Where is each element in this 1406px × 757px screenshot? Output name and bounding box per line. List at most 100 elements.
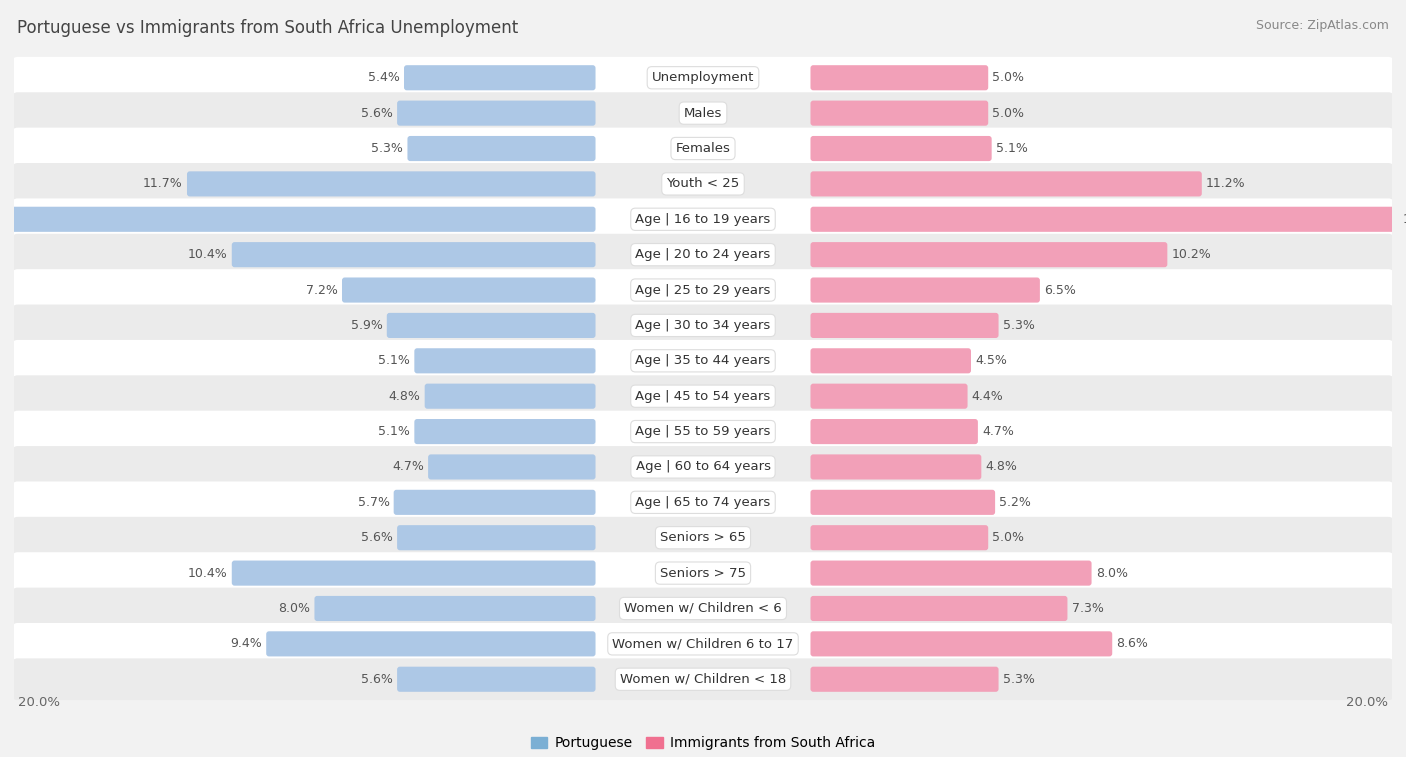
FancyBboxPatch shape [810, 136, 991, 161]
FancyBboxPatch shape [266, 631, 596, 656]
Text: Women w/ Children < 6: Women w/ Children < 6 [624, 602, 782, 615]
Text: Age | 35 to 44 years: Age | 35 to 44 years [636, 354, 770, 367]
Text: 5.1%: 5.1% [378, 425, 411, 438]
Text: 7.2%: 7.2% [307, 284, 337, 297]
Text: 20.0%: 20.0% [17, 696, 59, 709]
FancyBboxPatch shape [415, 419, 596, 444]
Text: 16.9%: 16.9% [1402, 213, 1406, 226]
FancyBboxPatch shape [810, 560, 1091, 586]
Text: 5.0%: 5.0% [993, 107, 1025, 120]
Text: 5.3%: 5.3% [1002, 319, 1035, 332]
FancyBboxPatch shape [810, 631, 1112, 656]
FancyBboxPatch shape [810, 419, 979, 444]
Text: 10.4%: 10.4% [188, 248, 228, 261]
FancyBboxPatch shape [13, 269, 1393, 311]
Text: Age | 65 to 74 years: Age | 65 to 74 years [636, 496, 770, 509]
Text: 5.6%: 5.6% [361, 673, 392, 686]
FancyBboxPatch shape [13, 92, 1393, 134]
Text: 11.7%: 11.7% [143, 177, 183, 191]
Text: 8.6%: 8.6% [1116, 637, 1149, 650]
FancyBboxPatch shape [13, 659, 1393, 700]
FancyBboxPatch shape [13, 128, 1393, 170]
Text: 5.9%: 5.9% [350, 319, 382, 332]
FancyBboxPatch shape [810, 313, 998, 338]
Text: 11.2%: 11.2% [1206, 177, 1246, 191]
Text: Age | 30 to 34 years: Age | 30 to 34 years [636, 319, 770, 332]
FancyBboxPatch shape [13, 446, 1393, 488]
Text: Seniors > 75: Seniors > 75 [659, 566, 747, 580]
FancyBboxPatch shape [232, 242, 596, 267]
Text: 4.7%: 4.7% [392, 460, 425, 473]
FancyBboxPatch shape [187, 171, 596, 197]
FancyBboxPatch shape [427, 454, 596, 479]
Text: Age | 45 to 54 years: Age | 45 to 54 years [636, 390, 770, 403]
FancyBboxPatch shape [408, 136, 596, 161]
Text: 6.5%: 6.5% [1045, 284, 1076, 297]
FancyBboxPatch shape [810, 348, 972, 373]
Text: 5.7%: 5.7% [357, 496, 389, 509]
Text: 20.0%: 20.0% [1347, 696, 1389, 709]
FancyBboxPatch shape [13, 623, 1393, 665]
FancyBboxPatch shape [810, 171, 1202, 197]
FancyBboxPatch shape [13, 340, 1393, 382]
Text: 8.0%: 8.0% [278, 602, 311, 615]
Text: 5.1%: 5.1% [995, 142, 1028, 155]
FancyBboxPatch shape [13, 552, 1393, 594]
FancyBboxPatch shape [415, 348, 596, 373]
Text: 5.6%: 5.6% [361, 107, 392, 120]
Text: Females: Females [675, 142, 731, 155]
Text: 7.3%: 7.3% [1071, 602, 1104, 615]
FancyBboxPatch shape [404, 65, 596, 90]
FancyBboxPatch shape [387, 313, 596, 338]
FancyBboxPatch shape [13, 587, 1393, 629]
Text: Seniors > 65: Seniors > 65 [659, 531, 747, 544]
Text: Age | 20 to 24 years: Age | 20 to 24 years [636, 248, 770, 261]
FancyBboxPatch shape [810, 490, 995, 515]
FancyBboxPatch shape [810, 384, 967, 409]
FancyBboxPatch shape [810, 207, 1398, 232]
FancyBboxPatch shape [810, 65, 988, 90]
Text: 10.2%: 10.2% [1171, 248, 1211, 261]
FancyBboxPatch shape [315, 596, 596, 621]
FancyBboxPatch shape [13, 234, 1393, 276]
Text: 4.7%: 4.7% [981, 425, 1014, 438]
FancyBboxPatch shape [810, 667, 998, 692]
Text: Age | 25 to 29 years: Age | 25 to 29 years [636, 284, 770, 297]
FancyBboxPatch shape [810, 454, 981, 479]
FancyBboxPatch shape [396, 101, 596, 126]
Text: 8.0%: 8.0% [1095, 566, 1128, 580]
FancyBboxPatch shape [232, 560, 596, 586]
FancyBboxPatch shape [13, 57, 1393, 98]
Text: 4.4%: 4.4% [972, 390, 1004, 403]
FancyBboxPatch shape [396, 667, 596, 692]
FancyBboxPatch shape [810, 596, 1067, 621]
Text: Age | 60 to 64 years: Age | 60 to 64 years [636, 460, 770, 473]
FancyBboxPatch shape [425, 384, 596, 409]
FancyBboxPatch shape [13, 163, 1393, 205]
Text: Source: ZipAtlas.com: Source: ZipAtlas.com [1256, 19, 1389, 32]
Text: 5.0%: 5.0% [993, 531, 1025, 544]
FancyBboxPatch shape [394, 490, 596, 515]
Text: 5.3%: 5.3% [1002, 673, 1035, 686]
Text: Women w/ Children 6 to 17: Women w/ Children 6 to 17 [613, 637, 793, 650]
FancyBboxPatch shape [13, 411, 1393, 453]
Text: 5.6%: 5.6% [361, 531, 392, 544]
Text: 4.5%: 4.5% [976, 354, 1007, 367]
FancyBboxPatch shape [13, 375, 1393, 417]
FancyBboxPatch shape [810, 278, 1040, 303]
FancyBboxPatch shape [13, 304, 1393, 346]
Text: 5.0%: 5.0% [993, 71, 1025, 84]
Legend: Portuguese, Immigrants from South Africa: Portuguese, Immigrants from South Africa [526, 731, 880, 755]
FancyBboxPatch shape [13, 481, 1393, 523]
FancyBboxPatch shape [396, 525, 596, 550]
Text: 4.8%: 4.8% [388, 390, 420, 403]
FancyBboxPatch shape [810, 242, 1167, 267]
Text: 5.1%: 5.1% [378, 354, 411, 367]
Text: 10.4%: 10.4% [188, 566, 228, 580]
Text: 5.4%: 5.4% [368, 71, 399, 84]
Text: 5.2%: 5.2% [1000, 496, 1031, 509]
Text: Youth < 25: Youth < 25 [666, 177, 740, 191]
FancyBboxPatch shape [13, 198, 1393, 240]
Text: Women w/ Children < 18: Women w/ Children < 18 [620, 673, 786, 686]
Text: Age | 16 to 19 years: Age | 16 to 19 years [636, 213, 770, 226]
